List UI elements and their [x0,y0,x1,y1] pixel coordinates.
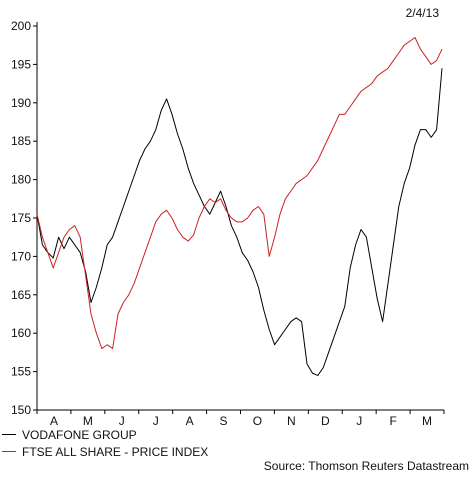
source-note: Source: Thomson Reuters Datastream [263,459,469,473]
x-tick-label: N [287,414,296,428]
x-tick-label: M [422,414,432,428]
legend-item-vodafone: VODAFONE GROUP [0,426,208,443]
legend-swatch-ftse [2,451,16,452]
y-tick-label: 190 [11,96,31,110]
x-tick-label: S [220,414,228,428]
x-tick-label: J [356,414,362,428]
legend-item-ftse: FTSE ALL SHARE - PRICE INDEX [0,443,208,460]
legend-swatch-vodafone [2,434,16,435]
legend-label-vodafone: VODAFONE GROUP [22,427,137,442]
legend-label-ftse: FTSE ALL SHARE - PRICE INDEX [22,444,209,459]
y-tick-label: 155 [11,365,31,379]
x-tick-label: M [83,414,93,428]
x-tick-label: J [119,414,125,428]
series-layer [36,37,443,376]
series-line-ftse [36,37,443,350]
y-tick-label: 200 [11,19,31,33]
x-tick-label: A [186,414,194,428]
legend: VODAFONE GROUP FTSE ALL SHARE - PRICE IN… [0,426,208,460]
x-tick-label: F [389,414,396,428]
y-tick-label: 150 [11,403,31,417]
y-tick-label: 195 [11,57,31,71]
x-tick-label: J [153,414,159,428]
y-tick-label: 180 [11,173,31,187]
date-label: 2/4/13 [405,6,439,20]
axes-layer: 150 155 160 165 170 175 180 185 190 195 200 A M J J A S O… [11,19,445,428]
x-tick-label: O [253,414,262,428]
y-tick-label: 160 [11,326,31,340]
y-tick-label: 175 [11,211,31,225]
x-tick-label: D [321,414,330,428]
x-tick-label: A [50,414,58,428]
y-tick-label: 170 [11,249,31,263]
y-tick-label: 165 [11,288,31,302]
y-tick-label: 185 [11,134,31,148]
series-line-vodafone [36,68,443,376]
